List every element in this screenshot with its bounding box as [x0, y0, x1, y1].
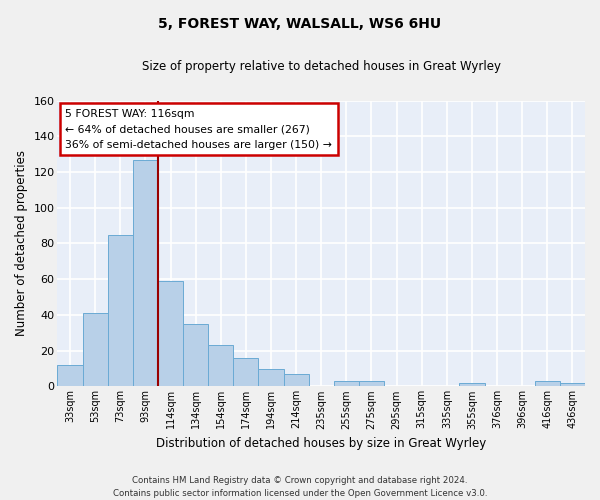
Bar: [460, 383, 485, 386]
Title: Size of property relative to detached houses in Great Wyrley: Size of property relative to detached ho…: [142, 60, 501, 73]
Bar: [208, 346, 233, 387]
Text: Contains HM Land Registry data © Crown copyright and database right 2024.
Contai: Contains HM Land Registry data © Crown c…: [113, 476, 487, 498]
Bar: [83, 313, 108, 386]
Bar: [535, 381, 560, 386]
Bar: [334, 381, 359, 386]
Text: 5 FOREST WAY: 116sqm
← 64% of detached houses are smaller (267)
36% of semi-deta: 5 FOREST WAY: 116sqm ← 64% of detached h…: [65, 108, 332, 150]
Bar: [359, 381, 384, 386]
Text: 5, FOREST WAY, WALSALL, WS6 6HU: 5, FOREST WAY, WALSALL, WS6 6HU: [158, 18, 442, 32]
Bar: [233, 358, 259, 386]
Bar: [133, 160, 158, 386]
Bar: [158, 281, 183, 386]
X-axis label: Distribution of detached houses by size in Great Wyrley: Distribution of detached houses by size …: [156, 437, 487, 450]
Bar: [183, 324, 208, 386]
Bar: [284, 374, 308, 386]
Y-axis label: Number of detached properties: Number of detached properties: [15, 150, 28, 336]
Bar: [108, 234, 133, 386]
Bar: [259, 368, 284, 386]
Bar: [560, 383, 585, 386]
Bar: [58, 365, 83, 386]
